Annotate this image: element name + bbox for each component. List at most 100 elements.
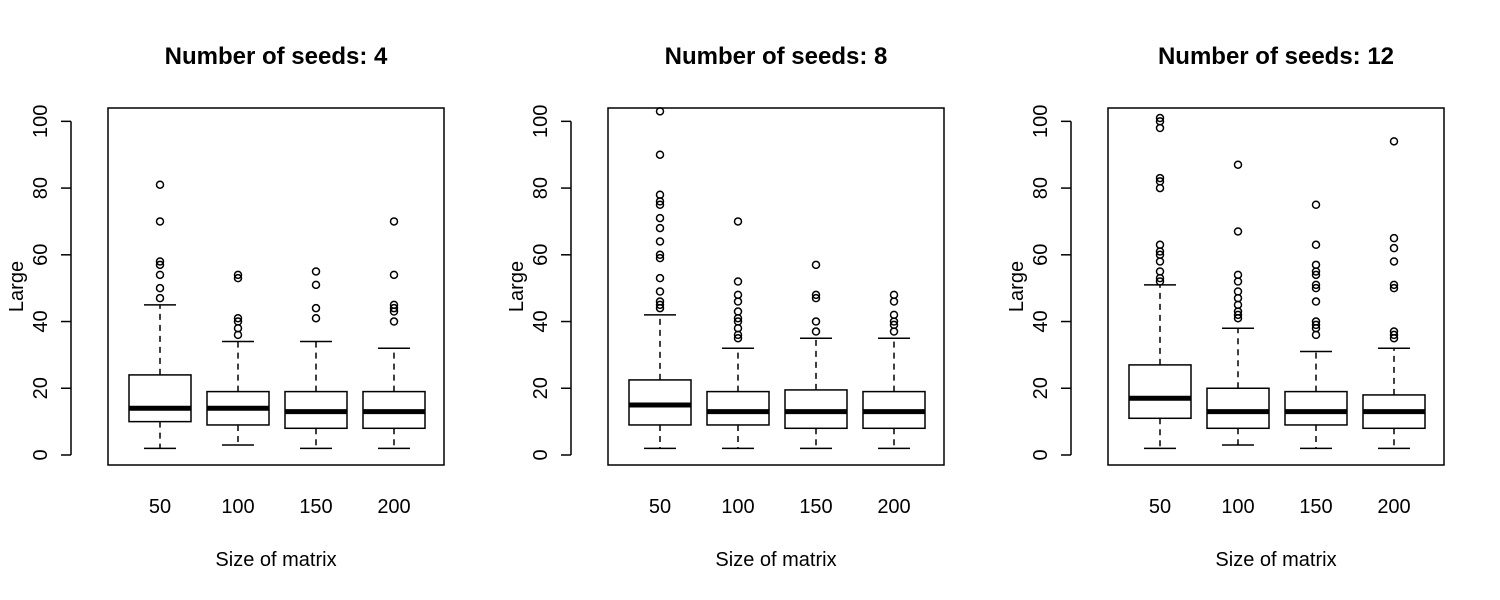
- plot-frame: [1107, 107, 1445, 466]
- x-axis-label: Size of matrix: [1215, 549, 1336, 571]
- outlier-point: [1389, 243, 1399, 253]
- x-tick-label: 100: [721, 496, 754, 518]
- outlier-point: [1233, 310, 1243, 320]
- outlier-point: [655, 253, 665, 263]
- outlier-point: [233, 273, 243, 283]
- box-200: 200: [862, 290, 926, 518]
- outlier-point: [1233, 227, 1243, 236]
- y-tick-label: 20: [30, 377, 52, 399]
- x-axis-label: Size of matrix: [215, 549, 336, 571]
- outlier-point: [1311, 200, 1321, 210]
- box-body: [706, 390, 770, 426]
- outlier-point: [1311, 260, 1321, 270]
- y-tick-label: 40: [30, 310, 52, 332]
- outlier-point: [1155, 113, 1165, 123]
- box-50: 50: [128, 180, 192, 518]
- box-150: 150: [1284, 200, 1348, 518]
- y-tick-label: 40: [1030, 310, 1052, 332]
- outlier-point: [1389, 283, 1399, 293]
- outlier-point: [1311, 317, 1321, 326]
- outlier-point: [655, 190, 665, 199]
- outlier-point: [811, 260, 821, 270]
- outlier-point: [655, 107, 665, 116]
- outlier-point: [1311, 280, 1321, 290]
- outlier-point: [1389, 257, 1399, 266]
- y-tick-label: 80: [1030, 177, 1052, 199]
- outlier-point: [233, 270, 243, 280]
- outlier-point: [889, 290, 899, 300]
- chart-title: Number of seeds: 8: [665, 43, 888, 70]
- y-tick-label: 80: [30, 177, 52, 199]
- chart-panel-3: Number of seeds: 12 0 20 40 60 80 100 Large Size…: [1006, 43, 1445, 571]
- outlier-point: [733, 333, 743, 343]
- outlier-point: [1311, 270, 1321, 280]
- outlier-point: [1155, 117, 1165, 126]
- outlier-point: [155, 260, 165, 270]
- outlier-point: [655, 250, 665, 260]
- box-body: [1206, 387, 1270, 430]
- outlier-point: [389, 270, 399, 280]
- y-axis-label: Large: [1006, 261, 1028, 312]
- outlier-point: [389, 303, 399, 313]
- outlier-point: [155, 283, 165, 293]
- outlier-point: [655, 237, 665, 246]
- y-tick-label: 100: [1030, 105, 1052, 138]
- chart-panel-2: Number of seeds: 8 0 20 40 60 80 100 Large Size …: [506, 43, 945, 571]
- outlier-point: [811, 327, 821, 336]
- outlier-point: [389, 300, 399, 310]
- outlier-point: [1155, 250, 1165, 260]
- y-tick-label: 0: [530, 449, 552, 460]
- outlier-point: [389, 217, 399, 226]
- x-tick-label: 100: [1221, 496, 1254, 518]
- box-50: 50: [1128, 113, 1192, 518]
- x-axis-label: Size of matrix: [715, 549, 836, 571]
- y-tick-label: 0: [30, 449, 52, 460]
- outlier-point: [1233, 270, 1243, 280]
- outlier-point: [1311, 297, 1321, 306]
- y-axis-label: Large: [506, 261, 528, 312]
- box-200: 200: [362, 217, 426, 518]
- x-tick-label: 150: [299, 496, 332, 518]
- box-body: [1284, 390, 1348, 426]
- outlier-point: [233, 317, 243, 326]
- outlier-point: [1389, 280, 1399, 290]
- outlier-point: [811, 293, 821, 303]
- outlier-point: [1389, 137, 1399, 146]
- outlier-point: [311, 303, 321, 313]
- outlier-point: [1389, 327, 1399, 336]
- outlier-point: [1155, 267, 1165, 276]
- outlier-point: [733, 290, 743, 300]
- outlier-point: [311, 280, 321, 290]
- outlier-point: [1233, 287, 1243, 296]
- outlier-point: [1233, 160, 1243, 169]
- box-body: [628, 379, 692, 426]
- box-body: [1128, 364, 1192, 420]
- plot-frame: [107, 107, 445, 466]
- x-tick-label: 200: [1377, 496, 1410, 518]
- outlier-point: [655, 273, 665, 283]
- outlier-point: [733, 317, 743, 326]
- outlier-point: [655, 150, 665, 159]
- outlier-point: [311, 267, 321, 276]
- y-axis-label: Large: [6, 261, 28, 312]
- x-tick-label: 50: [1149, 496, 1171, 518]
- outlier-point: [1155, 240, 1165, 250]
- outlier-point: [655, 200, 665, 210]
- outlier-point: [655, 223, 665, 233]
- outlier-point: [655, 287, 665, 296]
- outlier-point: [889, 320, 899, 330]
- box-100: 100: [206, 270, 270, 518]
- outlier-point: [1311, 240, 1321, 250]
- outlier-point: [655, 297, 665, 306]
- chart-title: Number of seeds: 4: [165, 43, 388, 70]
- x-tick-label: 200: [377, 496, 410, 518]
- outlier-point: [811, 317, 821, 326]
- outlier-point: [1311, 283, 1321, 293]
- outlier-point: [733, 307, 743, 316]
- outlier-point: [1155, 277, 1165, 286]
- y-tick-label: 60: [30, 244, 52, 266]
- outlier-point: [311, 313, 321, 323]
- y-tick-label: 80: [530, 177, 552, 199]
- y-tick-label: 40: [530, 310, 552, 332]
